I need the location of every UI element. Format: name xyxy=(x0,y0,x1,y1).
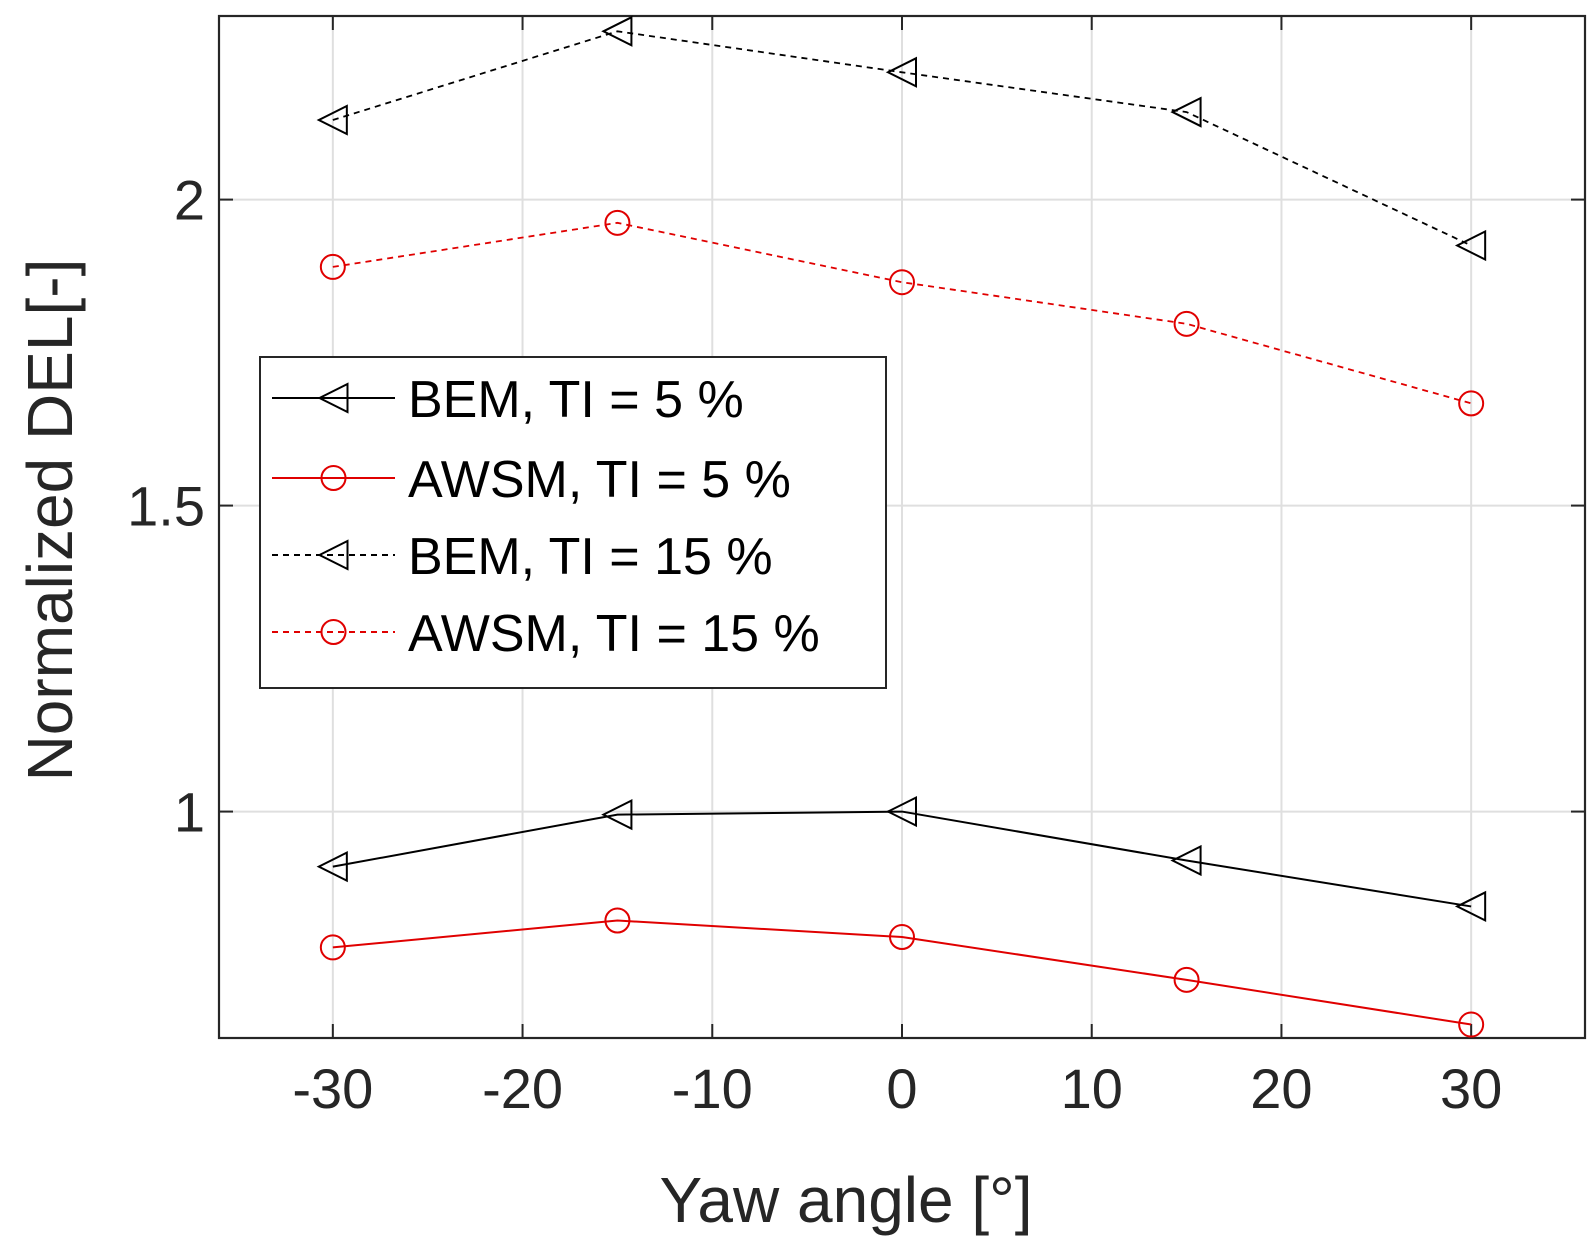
x-tick-label: -20 xyxy=(482,1057,563,1120)
data-point xyxy=(1170,96,1202,128)
series-line xyxy=(332,221,1472,405)
data-point xyxy=(1170,844,1202,877)
data-point xyxy=(885,795,917,828)
data-point xyxy=(601,15,633,47)
series-line xyxy=(332,810,1472,908)
x-tick-label: 30 xyxy=(1440,1057,1502,1120)
y-tick-label: 1.5 xyxy=(127,475,205,538)
data-point xyxy=(1454,890,1487,923)
data-point xyxy=(319,253,346,280)
data-point xyxy=(601,799,633,831)
legend-marker xyxy=(320,465,347,491)
data-point xyxy=(1458,390,1485,417)
legend-label: AWSM, TI = 15 % xyxy=(408,605,820,663)
y-axis-title: Normalized DEL[-] xyxy=(14,259,86,782)
x-tick-label: 10 xyxy=(1061,1057,1123,1120)
data-point xyxy=(1454,229,1487,262)
data-point xyxy=(316,851,348,883)
data-point xyxy=(885,56,917,88)
data-point xyxy=(604,209,631,236)
data-point xyxy=(1173,310,1200,337)
x-tick-label: 20 xyxy=(1250,1057,1312,1120)
data-point xyxy=(1458,1011,1485,1038)
y-tick-label: 2 xyxy=(174,169,205,232)
legend-label: BEM, TI = 15 % xyxy=(408,528,773,586)
legend-marker xyxy=(320,619,347,645)
legend-entry-1: AWSM, TI = 5 % xyxy=(272,451,791,509)
x-tick-label: -30 xyxy=(292,1057,373,1120)
data-point xyxy=(889,269,915,296)
data-point xyxy=(889,924,915,951)
series-1 xyxy=(319,907,1485,1038)
series-2 xyxy=(316,15,1487,262)
x-tick-label: -10 xyxy=(672,1057,753,1120)
legend-marker xyxy=(317,539,349,571)
x-tick-label: 0 xyxy=(886,1057,917,1120)
data-point xyxy=(604,907,631,934)
legend-marker xyxy=(317,382,349,414)
series-line xyxy=(332,30,1472,247)
series-0 xyxy=(316,795,1487,923)
series-3 xyxy=(319,209,1485,417)
y-tick-label: 1 xyxy=(174,781,205,844)
legend-label: AWSM, TI = 5 % xyxy=(408,451,791,509)
legend: BEM, TI = 5 % AWSM, TI = 5 % BEM, TI = 15 … xyxy=(259,356,887,689)
legend-entry-3: AWSM, TI = 15 % xyxy=(272,605,820,663)
series-line xyxy=(332,919,1472,1026)
data-series xyxy=(316,15,1487,1038)
axis-ticks xyxy=(219,16,1585,1038)
data-point xyxy=(319,934,346,961)
legend-entry-0: BEM, TI = 5 % xyxy=(272,371,744,429)
legend-entry-2: BEM, TI = 15 % xyxy=(272,528,773,586)
tick-labels: -30 -20 -10 0 10 20 30 1 1.5 2 xyxy=(127,169,1502,1120)
data-point xyxy=(316,104,348,136)
data-point xyxy=(1173,966,1200,993)
legend-label: BEM, TI = 5 % xyxy=(408,371,744,429)
x-axis-title: Yaw angle [°] xyxy=(659,1164,1032,1236)
